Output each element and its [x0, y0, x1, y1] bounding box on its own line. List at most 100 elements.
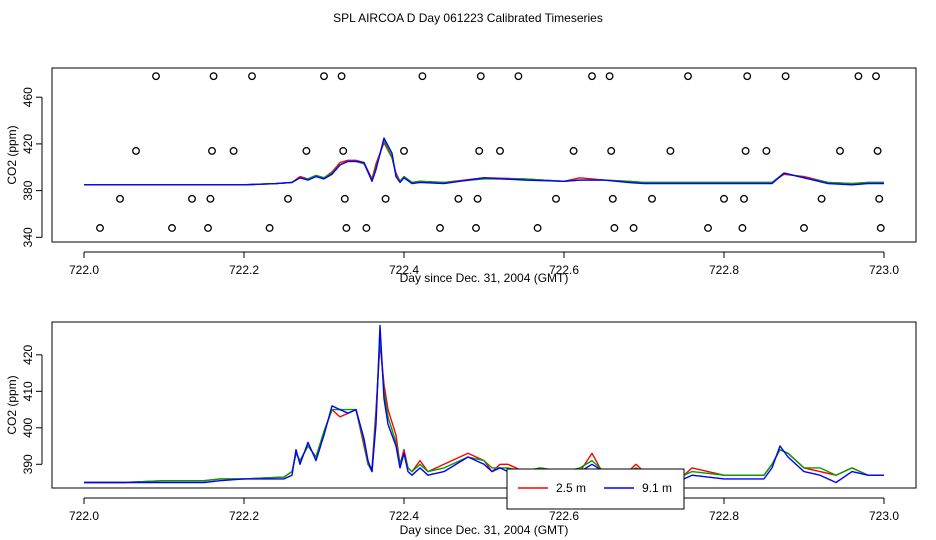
y-tick-label: 390	[21, 454, 35, 474]
data-marker	[873, 146, 882, 155]
x-tick-label: 722.0	[69, 263, 99, 277]
y-tick-label: 380	[21, 180, 35, 200]
data-marker	[608, 194, 617, 203]
bottom-legend: 2.5 m 9.1 m	[506, 468, 685, 510]
series-line-green	[84, 335, 884, 484]
top-x-axis-label: Day since Dec. 31, 2004 (GMT)	[400, 271, 569, 285]
data-marker	[872, 72, 880, 81]
data-marker	[320, 72, 328, 81]
data-marker	[132, 146, 140, 155]
data-marker	[605, 72, 614, 81]
data-marker	[265, 224, 274, 232]
data-marker	[875, 194, 884, 203]
data-marker	[738, 224, 747, 232]
data-marker	[740, 194, 748, 203]
data-marker	[720, 194, 728, 203]
top-series	[84, 137, 884, 186]
chart-title: SPL AIRCOA D Day 061223 Calibrated Times…	[333, 11, 603, 25]
data-marker	[704, 224, 712, 232]
data-marker	[610, 224, 619, 232]
data-marker	[339, 146, 348, 155]
data-marker	[648, 194, 656, 203]
data-marker	[569, 146, 578, 155]
x-tick-label: 722.8	[709, 263, 739, 277]
x-tick-label: 722.2	[229, 509, 259, 523]
data-marker	[876, 224, 885, 232]
bottom-plot-frame	[51, 321, 917, 489]
data-marker	[168, 224, 176, 232]
data-marker	[206, 194, 215, 203]
data-marker	[454, 194, 463, 203]
series-line-red	[84, 343, 884, 484]
data-marker	[684, 72, 692, 81]
data-marker	[400, 146, 408, 155]
x-tick-label: 722.2	[229, 263, 259, 277]
x-tick-label: 723.0	[869, 509, 899, 523]
data-marker	[475, 146, 484, 155]
bottom-x-axis-label: Day since Dec. 31, 2004 (GMT)	[400, 523, 569, 537]
y-tick-label: 410	[21, 381, 35, 401]
bottom-x-axis: 722.0 722.2 722.4 722.6 722.8 723.0	[69, 497, 899, 523]
legend-label-9-1m: 9.1 m	[642, 481, 672, 495]
data-marker	[800, 224, 808, 232]
data-marker	[337, 72, 346, 81]
data-marker	[188, 194, 196, 203]
data-marker	[229, 146, 238, 155]
data-marker	[781, 72, 790, 81]
series-line-blue	[84, 137, 884, 186]
data-marker	[817, 194, 826, 203]
x-tick-label: 722.4	[389, 263, 419, 277]
y-tick-label: 400	[21, 417, 35, 437]
data-marker	[208, 146, 216, 155]
legend-label-2-5m: 2.5 m	[556, 481, 586, 495]
data-marker	[476, 72, 485, 81]
x-tick-label: 722.6	[549, 509, 579, 523]
legend-box	[506, 468, 685, 510]
data-marker	[607, 146, 616, 155]
data-marker	[342, 224, 351, 232]
y-tick-label: 420	[21, 134, 35, 154]
x-tick-label: 722.6	[549, 263, 579, 277]
top-y-axis: 340 380 420 460	[21, 87, 43, 247]
data-marker	[854, 72, 863, 81]
data-marker	[116, 194, 124, 203]
top-x-axis: 722.0 722.2 722.4 722.6 722.8 723.0	[69, 251, 899, 277]
x-tick-label: 722.8	[709, 509, 739, 523]
y-tick-label: 460	[21, 87, 35, 107]
data-marker	[436, 224, 444, 232]
data-marker	[152, 72, 160, 81]
top-plot-frame	[51, 67, 917, 243]
data-marker	[284, 194, 292, 203]
data-marker	[418, 72, 427, 81]
data-marker	[762, 146, 771, 155]
bottom-series	[84, 324, 884, 484]
bottom-y-axis-label: CO2 (ppm)	[5, 375, 19, 434]
data-marker	[204, 224, 212, 232]
x-tick-label: 723.0	[869, 263, 899, 277]
data-marker	[473, 194, 482, 203]
data-marker	[302, 146, 311, 155]
y-tick-label: 420	[21, 345, 35, 365]
series-line-blue	[84, 324, 884, 484]
data-marker	[836, 146, 844, 155]
data-marker	[340, 194, 349, 203]
y-tick-label: 340	[21, 227, 35, 247]
data-marker	[381, 194, 390, 203]
data-marker	[741, 146, 750, 155]
x-tick-label: 722.4	[389, 509, 419, 523]
data-marker	[629, 224, 638, 232]
top-y-axis-label: CO2 (ppm)	[5, 125, 19, 184]
data-marker	[362, 224, 371, 232]
x-tick-label: 722.0	[69, 509, 99, 523]
bottom-y-axis: 390 400 410 420	[21, 345, 43, 474]
data-marker	[743, 72, 752, 81]
data-marker	[209, 72, 218, 81]
data-marker	[533, 224, 542, 232]
data-marker	[514, 72, 523, 81]
data-marker	[96, 224, 104, 232]
data-marker	[588, 72, 596, 81]
data-marker	[666, 146, 675, 155]
